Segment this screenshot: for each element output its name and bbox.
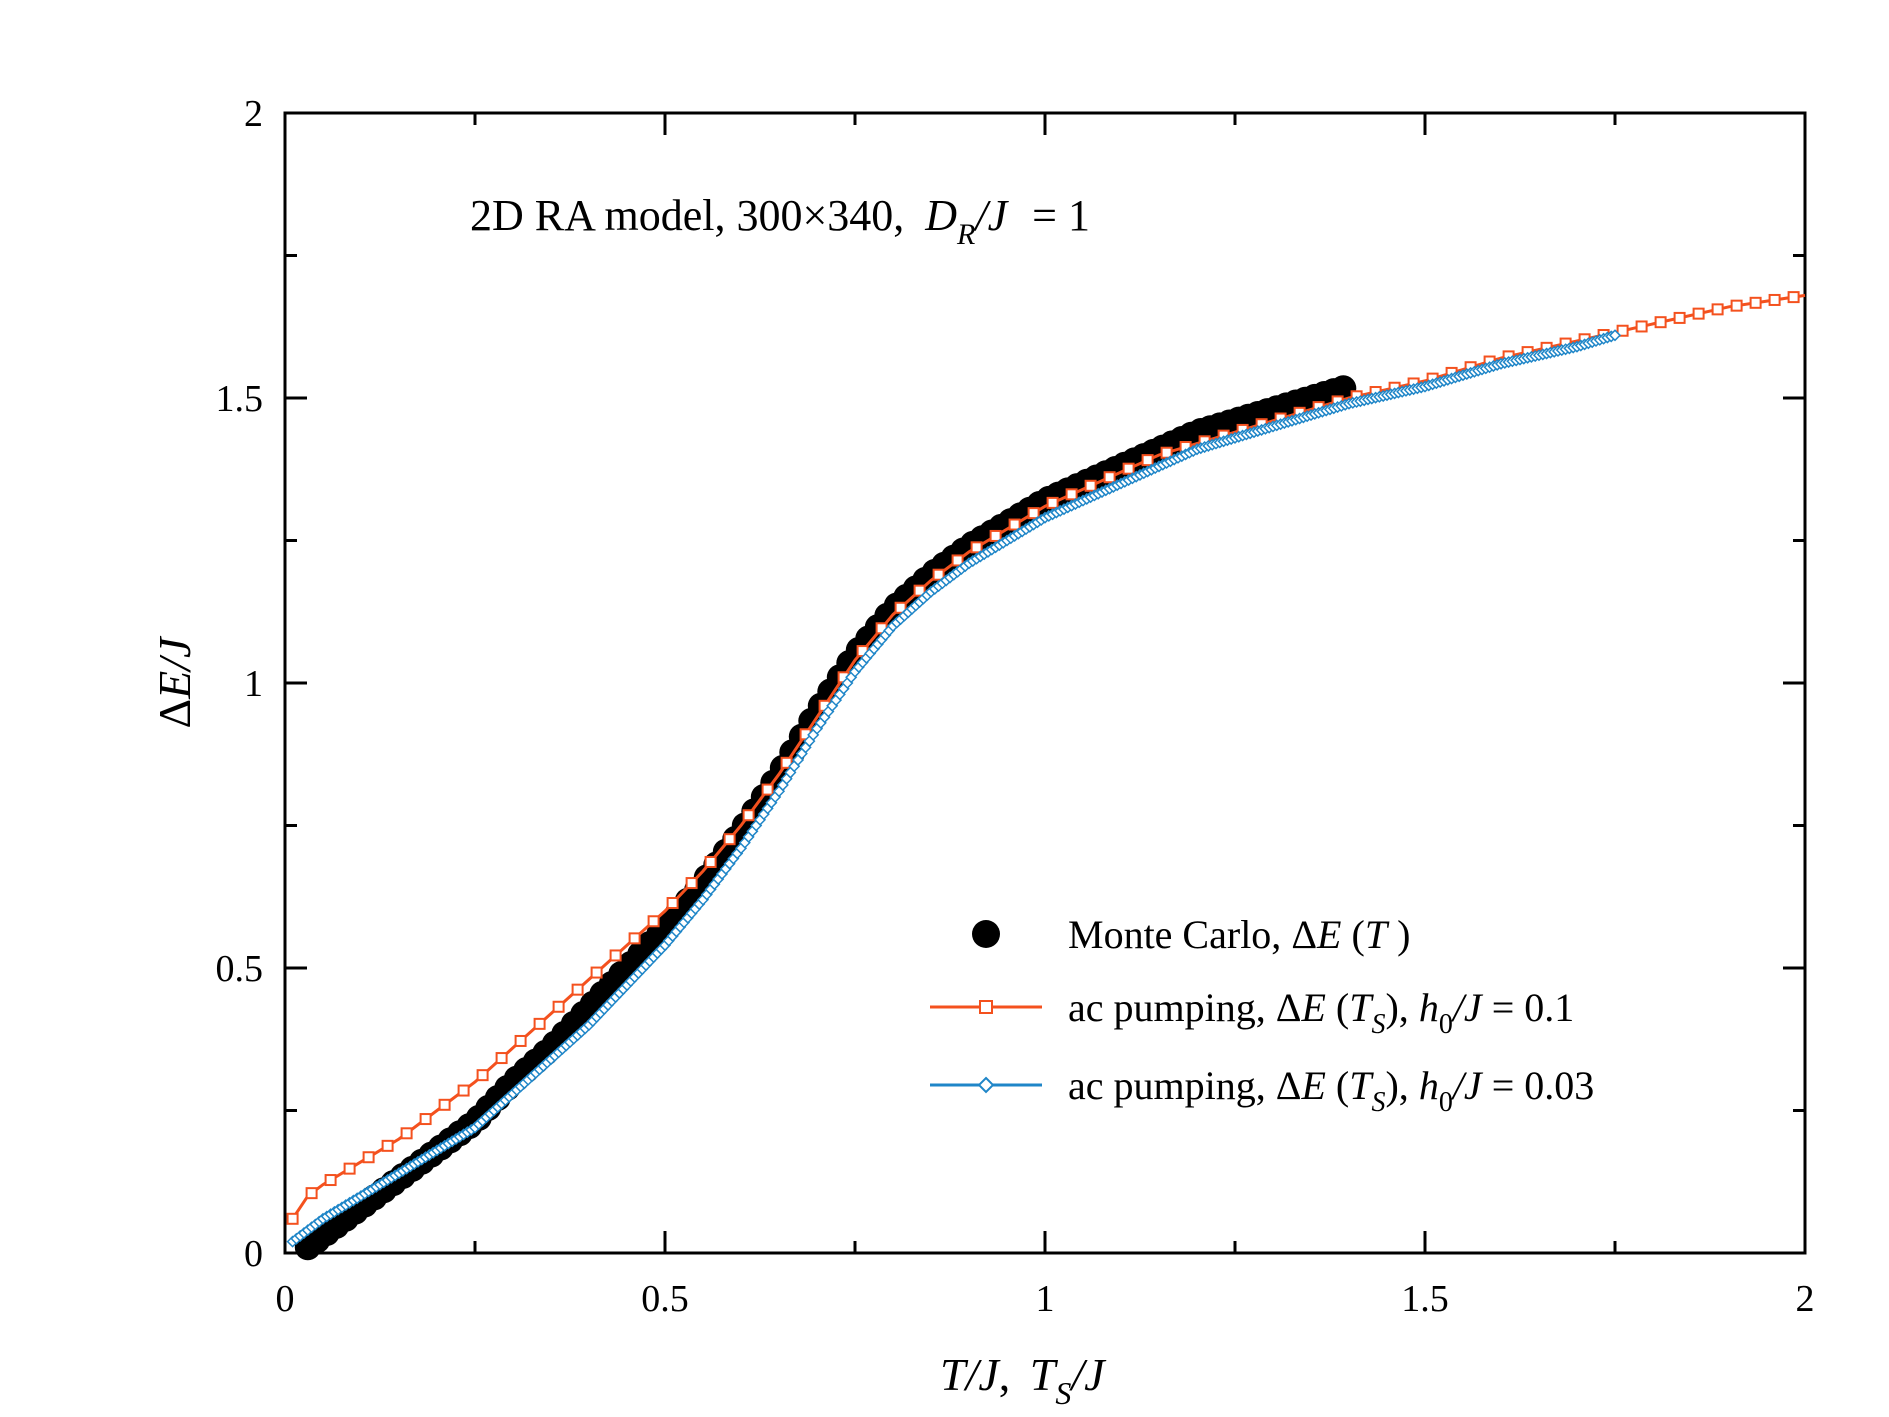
square-marker bbox=[742, 809, 755, 822]
square-marker bbox=[913, 584, 926, 597]
square-marker bbox=[1730, 299, 1743, 312]
square-marker bbox=[1027, 507, 1040, 520]
square-marker bbox=[381, 1139, 394, 1152]
square-marker bbox=[552, 1000, 565, 1013]
x-tick-label: 1.5 bbox=[1401, 1278, 1449, 1320]
square-marker bbox=[1008, 518, 1021, 531]
square-marker bbox=[989, 529, 1002, 542]
series-2 bbox=[286, 329, 1622, 1248]
square-marker bbox=[476, 1069, 489, 1082]
square-marker bbox=[1141, 454, 1154, 467]
series-0 bbox=[294, 375, 1357, 1261]
square-marker bbox=[666, 897, 679, 910]
model-annotation: 2D RA model, 300×340, DR/J = 1 bbox=[470, 191, 1090, 251]
square-marker bbox=[723, 833, 736, 846]
square-marker bbox=[761, 783, 774, 796]
square-marker bbox=[1046, 496, 1059, 509]
square-marker bbox=[533, 1017, 546, 1030]
y-tick-label: 0.5 bbox=[216, 948, 264, 990]
y-tick-label: 2 bbox=[244, 93, 263, 135]
legend-marker-h003 bbox=[977, 1076, 995, 1094]
square-marker bbox=[362, 1151, 375, 1164]
square-marker bbox=[495, 1052, 508, 1065]
square-marker bbox=[970, 541, 983, 554]
square-marker bbox=[1616, 324, 1629, 337]
square-marker bbox=[1692, 307, 1705, 320]
square-marker bbox=[1065, 488, 1078, 501]
square-marker bbox=[305, 1187, 318, 1200]
legend-marker-monte-carlo bbox=[972, 920, 1000, 948]
x-tick-label: 2 bbox=[1796, 1278, 1815, 1320]
x-axis-title: T/J, TS/J bbox=[940, 1349, 1107, 1411]
square-marker bbox=[438, 1098, 451, 1111]
x-tick-label: 0.5 bbox=[641, 1278, 689, 1320]
legend: Monte Carlo, ΔE (T ) ac pumping, ΔE (TS)… bbox=[930, 912, 1594, 1118]
square-marker bbox=[590, 966, 603, 979]
square-marker bbox=[419, 1113, 432, 1126]
y-tick-label: 1 bbox=[244, 663, 263, 705]
square-marker bbox=[704, 855, 717, 868]
square-marker bbox=[685, 877, 698, 890]
square-marker bbox=[343, 1162, 356, 1175]
square-marker bbox=[1711, 303, 1724, 316]
y-tick-label: 0 bbox=[244, 1233, 263, 1275]
square-marker bbox=[932, 568, 945, 581]
tick-labels: 0 0.5 1 1.5 2 0 0.5 1 1.5 2 bbox=[216, 93, 1815, 1320]
square-marker bbox=[628, 932, 641, 945]
series-layer bbox=[286, 291, 1806, 1261]
square-marker bbox=[647, 915, 660, 928]
square-marker bbox=[894, 601, 907, 614]
x-tick-label: 0 bbox=[276, 1278, 295, 1320]
legend-label-h003: ac pumping, ΔE (TS), h0/J = 0.03 bbox=[1068, 1063, 1594, 1118]
square-marker bbox=[571, 983, 584, 996]
square-marker bbox=[324, 1174, 337, 1187]
square-marker bbox=[457, 1084, 470, 1097]
square-marker bbox=[1749, 296, 1762, 309]
square-marker bbox=[286, 1212, 299, 1225]
square-marker bbox=[514, 1034, 527, 1047]
square-marker bbox=[1103, 471, 1116, 484]
square-marker bbox=[609, 949, 622, 962]
monte-carlo-point bbox=[1330, 375, 1357, 402]
square-marker bbox=[1654, 316, 1667, 329]
y-tick-label: 1.5 bbox=[216, 378, 264, 420]
square-marker bbox=[1122, 462, 1135, 475]
square-marker bbox=[1768, 293, 1781, 306]
square-marker bbox=[951, 554, 964, 567]
square-marker bbox=[1635, 320, 1648, 333]
square-marker bbox=[400, 1127, 413, 1140]
legend-marker-h01 bbox=[979, 1000, 993, 1014]
legend-label-h01: ac pumping, ΔE (TS), h0/J = 0.1 bbox=[1068, 985, 1574, 1040]
y-axis-title: ΔE/J bbox=[149, 635, 200, 728]
legend-label-monte-carlo: Monte Carlo, ΔE (T ) bbox=[1068, 912, 1410, 957]
diamond-marker bbox=[1608, 329, 1622, 342]
square-marker bbox=[1787, 291, 1800, 304]
square-marker bbox=[1673, 311, 1686, 324]
axis-ticks bbox=[283, 111, 1807, 1255]
square-marker bbox=[1084, 479, 1097, 492]
x-tick-label: 1 bbox=[1036, 1278, 1055, 1320]
